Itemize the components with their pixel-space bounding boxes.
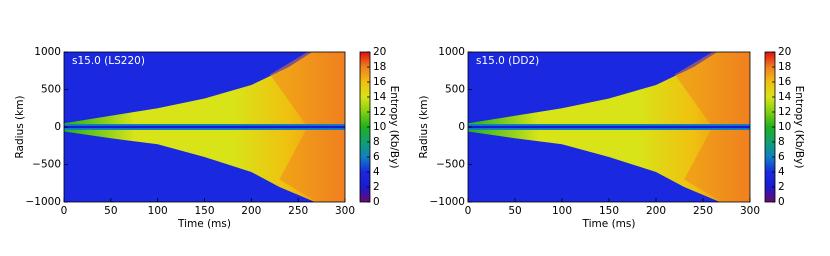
- x-tick-label: 0: [465, 205, 472, 217]
- colorbar-tick-label: 2: [373, 181, 380, 193]
- y-tick-label: −500: [436, 159, 465, 171]
- y-tick-label: −1000: [429, 196, 465, 208]
- colorbar-tick-label: 0: [373, 196, 380, 208]
- colorbar-label: Entropy (Kb/By): [793, 86, 805, 169]
- colorbar-tick-label: 6: [373, 151, 380, 163]
- colorbar-tick-label: 10: [778, 121, 791, 133]
- colorbar-tick-label: 10: [373, 121, 386, 133]
- colorbar-tick-label: 20: [778, 46, 791, 58]
- colorbar-tick-label: 14: [778, 91, 792, 103]
- colorbar-tick-label: 16: [373, 76, 387, 88]
- y-tick-label: −1000: [25, 196, 61, 208]
- x-tick-label: 200: [241, 205, 261, 217]
- x-tick-label: 150: [599, 205, 619, 217]
- panel-title: s15.0 (DD2): [476, 55, 539, 67]
- colorbar-tick-label: 20: [373, 46, 386, 58]
- x-tick-label: 150: [194, 205, 214, 217]
- colorbar-tick-label: 4: [373, 166, 380, 178]
- y-tick-label: 1000: [34, 46, 61, 58]
- x-tick-label: 100: [552, 205, 572, 217]
- x-tick-label: 0: [61, 205, 68, 217]
- y-tick-label: 500: [445, 84, 465, 96]
- panel-title: s15.0 (LS220): [72, 55, 145, 67]
- y-tick-label: 1000: [438, 46, 465, 58]
- x-tick-label: 300: [335, 205, 355, 217]
- colorbar-tick-label: 14: [373, 91, 387, 103]
- x-axis-label: Time (ms): [582, 218, 636, 230]
- x-tick-label: 300: [740, 205, 760, 217]
- core-center: [64, 125, 345, 129]
- colorbar-tick-label: 16: [778, 76, 792, 88]
- y-tick-label: 500: [41, 84, 61, 96]
- colorbar-tick-label: 18: [373, 61, 386, 73]
- y-axis-label: Radius (km): [14, 95, 26, 158]
- x-axis-label: Time (ms): [177, 218, 231, 230]
- colorbar-tick-label: 2: [778, 181, 785, 193]
- x-tick-label: 100: [148, 205, 168, 217]
- x-tick-label: 250: [288, 205, 308, 217]
- y-axis-label: Radius (km): [418, 95, 430, 158]
- colorbar-tick-label: 18: [778, 61, 791, 73]
- x-tick-label: 200: [646, 205, 666, 217]
- y-tick-label: 0: [458, 121, 465, 133]
- x-tick-label: 50: [508, 205, 521, 217]
- heatmap-image: [64, 52, 345, 202]
- heatmap-image: [468, 52, 750, 202]
- colorbar-tick-label: 8: [373, 136, 380, 148]
- colorbar-tick-label: 12: [373, 106, 386, 118]
- colorbar-tick-label: 8: [778, 136, 785, 148]
- colorbar-label: Entropy (Kb/By): [388, 86, 400, 169]
- y-tick-label: −500: [32, 159, 61, 171]
- colorbar-tick-label: 6: [778, 151, 785, 163]
- x-tick-label: 50: [104, 205, 117, 217]
- y-tick-label: 0: [54, 121, 61, 133]
- colorbar-tick-label: 12: [778, 106, 791, 118]
- core-center: [468, 125, 750, 129]
- colorbar-tick-label: 0: [778, 196, 785, 208]
- colorbar-tick-label: 4: [778, 166, 785, 178]
- x-tick-label: 250: [693, 205, 713, 217]
